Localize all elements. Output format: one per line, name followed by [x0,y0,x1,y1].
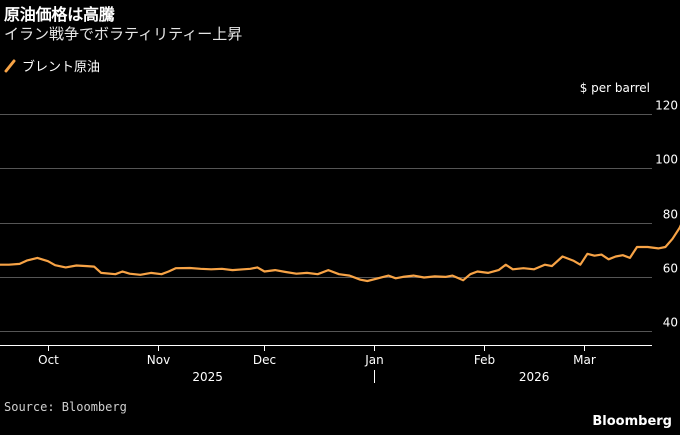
y-tick-label-60: 60 [663,262,678,276]
year-label-2025: 2025 [192,370,223,384]
x-tick-label-dec: Dec [253,353,276,367]
legend: ブレント原油 [4,56,100,75]
y-tick-label-100: 100 [655,153,678,167]
source-note: Source: Bloomberg [4,400,127,414]
y-tick-label-120: 120 [655,99,678,113]
year-label-2026: 2026 [519,370,550,384]
x-tick-label-feb: Feb [474,353,495,367]
bloomberg-logo: Bloomberg [592,414,672,429]
legend-label: ブレント原油 [22,60,101,75]
x-tick-label-oct: Oct [38,353,59,367]
x-tick-label-jan: Jan [364,353,384,367]
legend-swatch-icon [4,59,16,72]
y-axis-unit-label: $ per barrel [579,81,650,95]
series-line-brent [0,224,680,283]
chart-title: 原油価格は高騰 [4,5,115,24]
y-tick-label-80: 80 [663,208,678,222]
chart-subtitle: イラン戦争でボラティリティー上昇 [4,25,243,43]
y-tick-label-40: 40 [663,316,678,330]
x-tick-label-nov: Nov [147,353,170,367]
x-tick-label-mar: Mar [573,353,596,367]
